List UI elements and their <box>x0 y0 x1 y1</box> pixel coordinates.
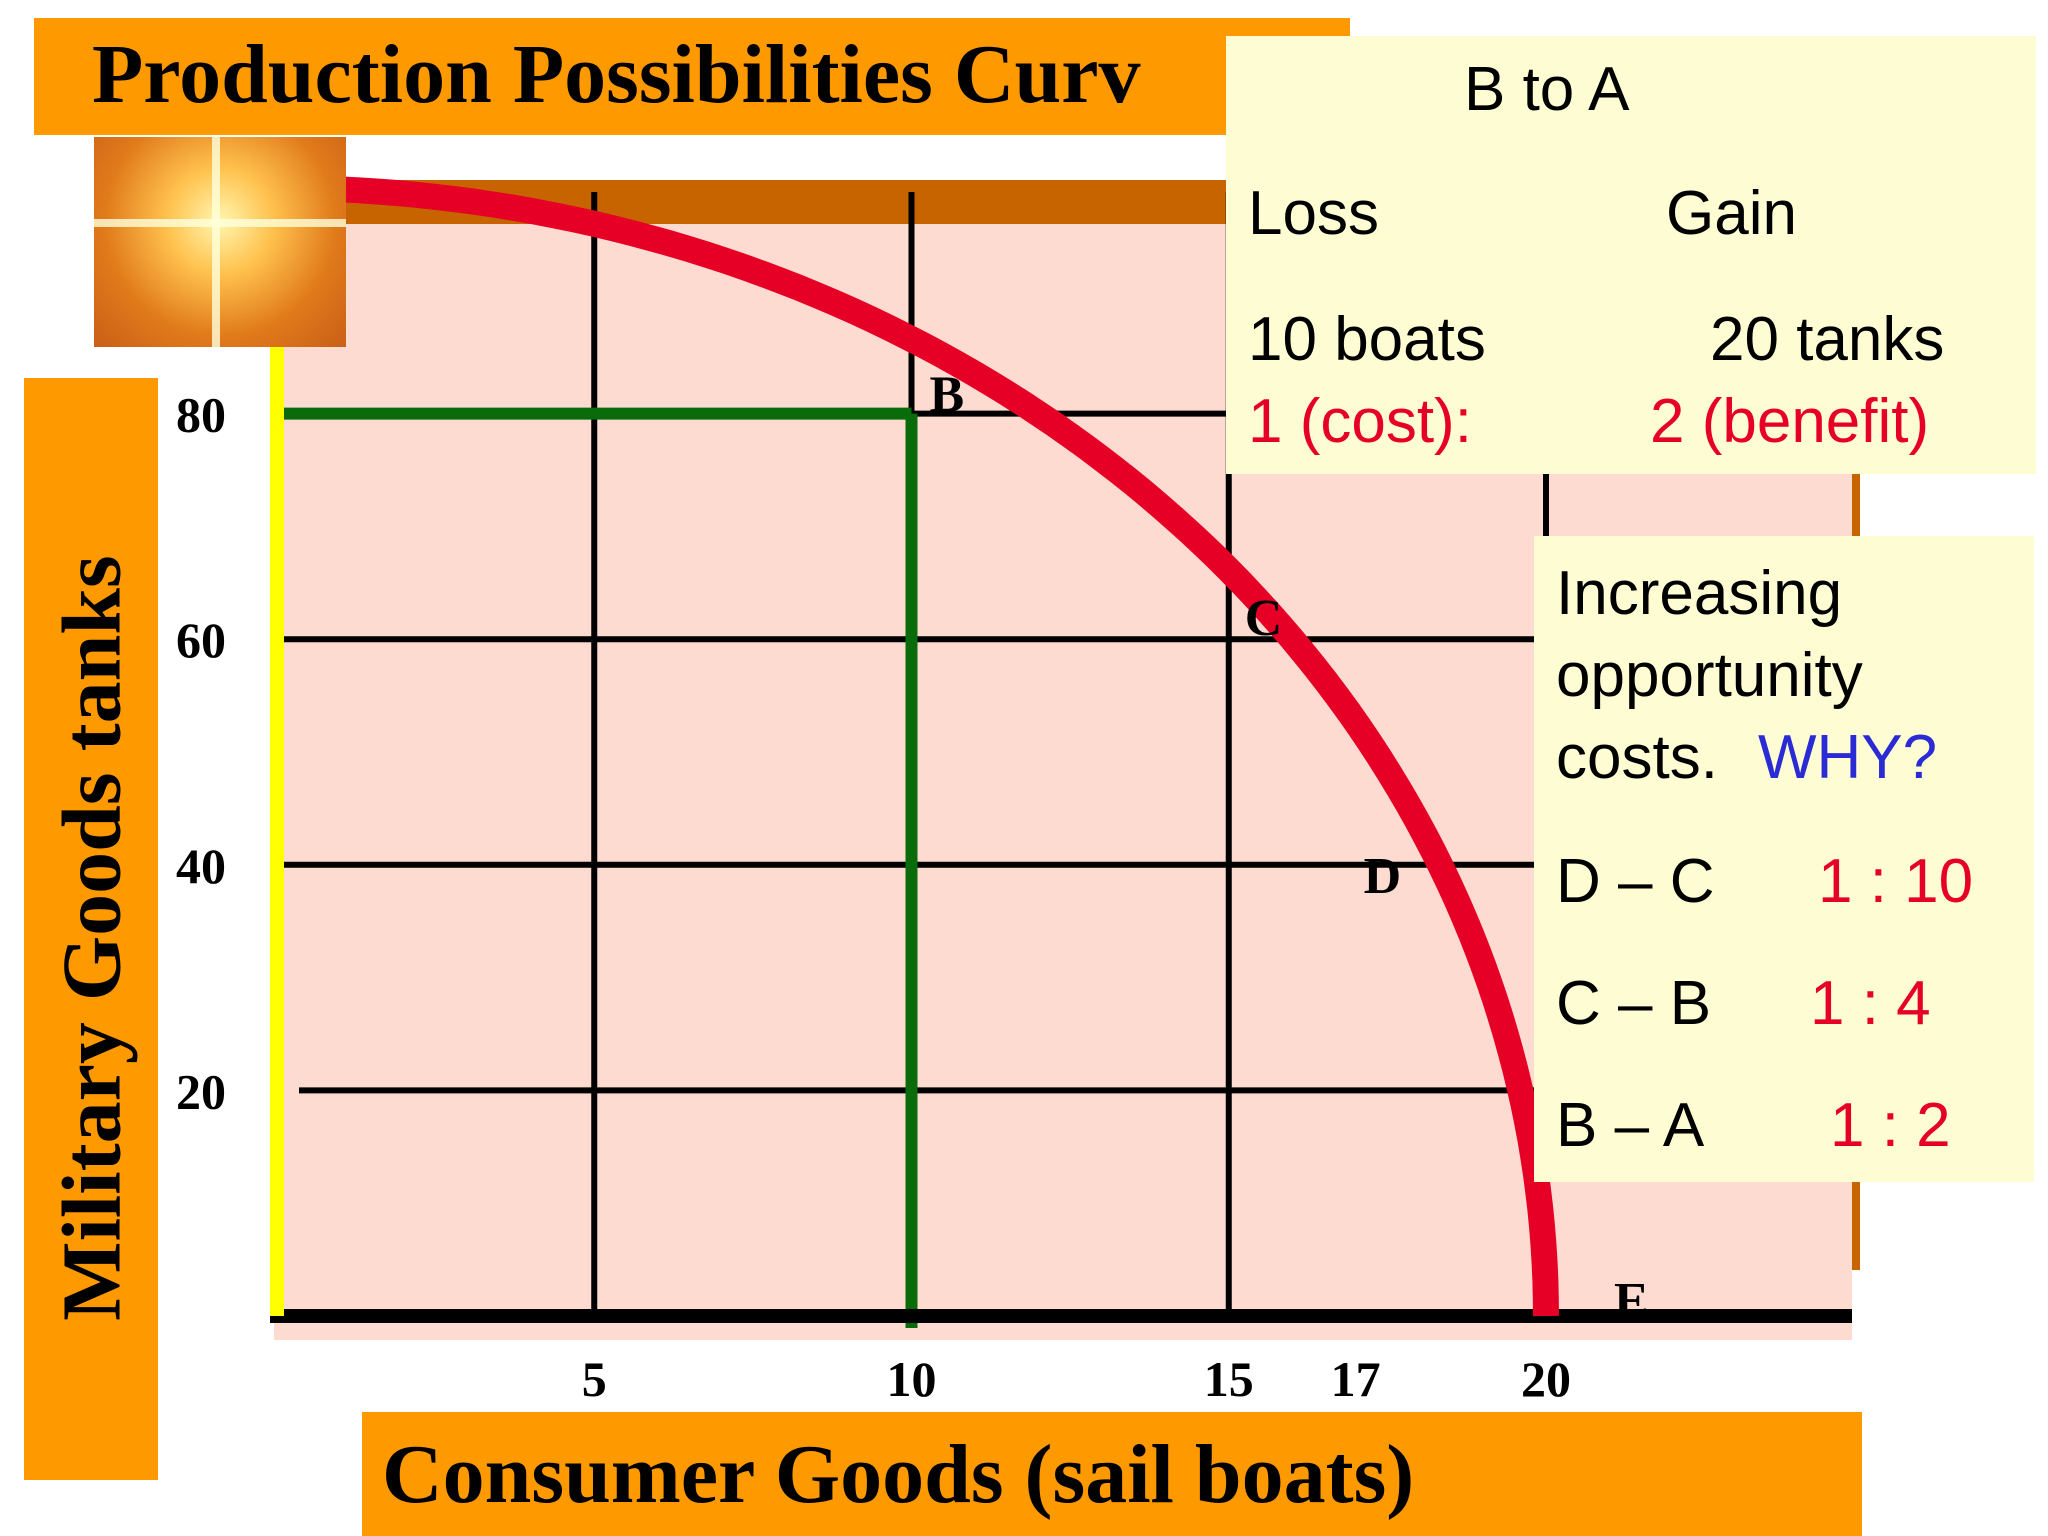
point-label-e: E <box>1614 1273 1649 1330</box>
note-line-1: Increasing <box>1556 559 1843 628</box>
cost-value: 1 (cost): <box>1248 387 1472 456</box>
ppc-curve <box>276 175 1559 1317</box>
b-to-a-note: B to A Loss Gain 10 boats 20 tanks 1 (co… <box>1226 36 2036 474</box>
benefit-value: 2 (benefit) <box>1650 387 1930 456</box>
page-title: Production Possibilities Curv <box>92 28 1141 121</box>
title-banner: Production Possibilities Curv <box>34 18 1350 135</box>
increasing-costs-note: Increasing opportunity costs. WHY? D – C… <box>1534 536 2034 1182</box>
y-tick-40: 40 <box>176 838 226 894</box>
ratio-value-3: 1 : 2 <box>1830 1091 1951 1160</box>
tick-labels: 51015172020406080100 <box>175 161 1571 1407</box>
loss-label: Loss <box>1248 179 1379 248</box>
x-tick-5: 5 <box>582 1351 607 1407</box>
axes <box>270 186 1852 1323</box>
loss-value: 10 boats <box>1248 305 1486 374</box>
note-line-2: opportunity <box>1556 641 1863 710</box>
x-tick-20: 20 <box>1521 1351 1571 1407</box>
point-label-b: B <box>930 367 965 424</box>
ratio-pair-3: B – A <box>1556 1091 1705 1160</box>
note-heading: B to A <box>1464 55 1630 124</box>
gain-value: 20 tanks <box>1710 305 1945 374</box>
decorative-light-image <box>94 137 346 347</box>
x-tick-17: 17 <box>1331 1351 1381 1407</box>
note-line-3: costs. <box>1556 723 1718 792</box>
ratio-pair-1: D – C <box>1556 847 1715 916</box>
gain-label: Gain <box>1666 179 1797 248</box>
x-axis-label-banner: Consumer Goods (sail boats) <box>362 1412 1862 1536</box>
point-label-c: C <box>1245 590 1283 647</box>
y-axis-label: Military Goods tanks <box>45 555 139 1321</box>
x-tick-15: 15 <box>1204 1351 1254 1407</box>
x-axis-label: Consumer Goods (sail boats) <box>382 1428 1415 1521</box>
point-label-d: D <box>1364 848 1402 905</box>
why-text: WHY? <box>1758 723 1938 792</box>
ratio-pair-2: C – B <box>1556 969 1712 1038</box>
highlight-lines <box>277 407 918 1328</box>
ratio-value-2: 1 : 4 <box>1810 969 1931 1038</box>
x-tick-10: 10 <box>887 1351 937 1407</box>
y-tick-20: 20 <box>176 1063 226 1119</box>
y-tick-80: 80 <box>176 387 226 443</box>
y-axis-label-banner: Military Goods tanks <box>24 378 158 1480</box>
y-tick-60: 60 <box>176 612 226 668</box>
ratio-value-1: 1 : 10 <box>1818 847 1974 916</box>
